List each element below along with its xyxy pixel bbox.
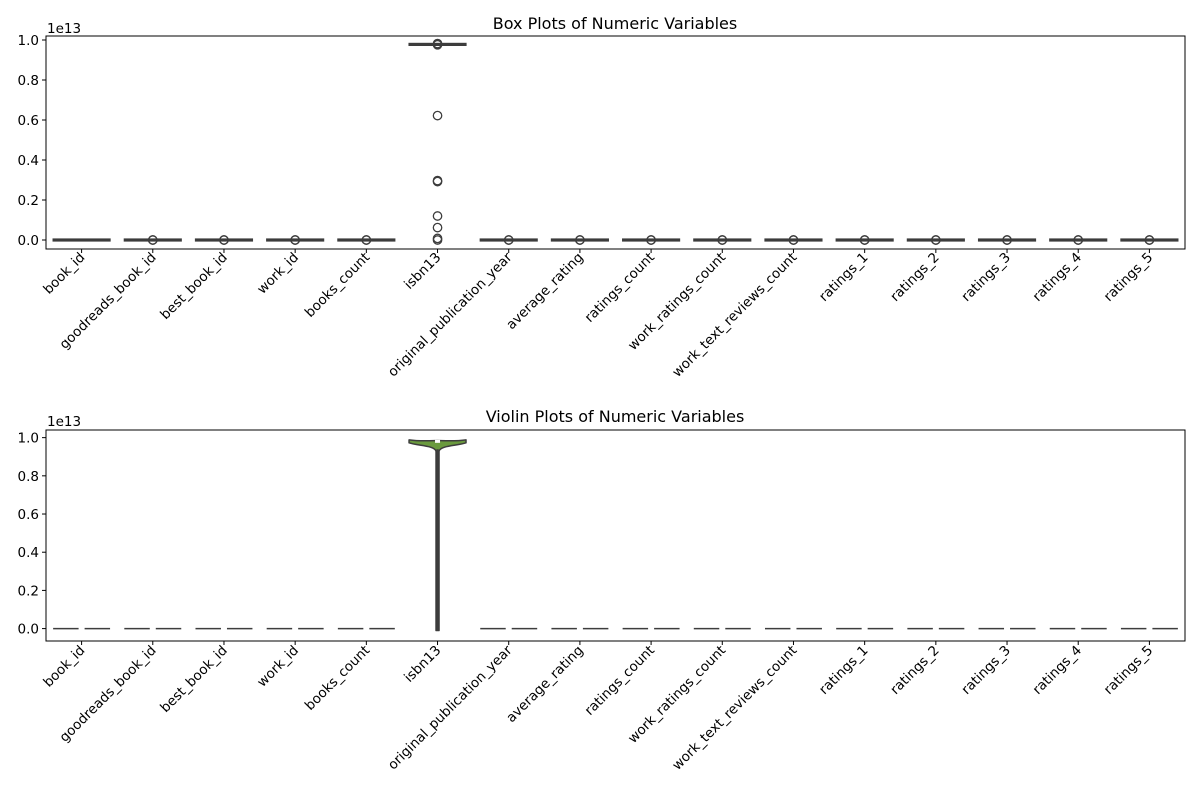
box-outlier-point: [219, 235, 229, 245]
violin-isbn13: [408, 439, 467, 632]
box-outlier-point: [290, 235, 301, 245]
violin-plot-axes-frame: [45, 429, 1186, 642]
box-books-count: [337, 235, 396, 245]
violin-plot-panel: Violin Plots of Numeric Variables 1e13 0…: [18, 407, 1186, 774]
violin-plot-marks: [53, 439, 1178, 632]
box-outlier-point: [575, 235, 585, 245]
box-x-tick-label: ratings_3: [958, 250, 1013, 305]
box-x-tick-label: work_id: [254, 250, 302, 298]
box-ratings-5: [1120, 235, 1179, 245]
violin-x-tick-label: isbn13: [401, 643, 444, 686]
box-plot-panel: Box Plots of Numeric Variables 1e13 0.00…: [18, 14, 1186, 381]
violin-x-tick-label: ratings_5: [1101, 643, 1156, 698]
box-y-tick-label: 0.8: [18, 73, 39, 89]
box-ratings-3: [977, 235, 1037, 245]
box-outlier-point: [930, 235, 941, 245]
violin-x-tick-label: work_id: [254, 643, 302, 691]
violin-plot-y-axis: 0.0 0.2 0.4 0.6 0.8 1.0: [18, 431, 46, 638]
box-isbn13: [408, 38, 467, 245]
violin-x-tick-label: ratings_3: [958, 643, 1013, 698]
box-book-id: [52, 238, 111, 242]
box-outlier-point: [1144, 235, 1155, 245]
violin-y-tick-label: 0.8: [18, 469, 39, 485]
box-plot-y-offset: 1e13: [47, 21, 81, 37]
box-ratings-1: [835, 235, 894, 245]
box-original-publication-year: [479, 235, 538, 245]
box-x-tick-label: average_rating: [503, 250, 586, 333]
violin-y-tick-label: 0.4: [18, 545, 39, 561]
violin-x-tick-label: ratings_1: [816, 643, 871, 698]
box-outlier-point: [432, 39, 443, 50]
violin-y-tick-label: 0.6: [18, 507, 39, 523]
box-x-tick-label: work_text_reviews_count: [669, 250, 800, 381]
box-outlier-point: [432, 211, 443, 221]
box-outlier-point: [147, 235, 158, 245]
box-y-tick-label: 0.4: [18, 153, 39, 169]
violin-x-tick-label: ratings_2: [887, 643, 942, 698]
violin-plot-y-offset: 1e13: [47, 414, 81, 430]
box-average-rating: [550, 235, 609, 245]
box-y-tick-label: 0.2: [18, 193, 39, 209]
box-y-tick-label: 1.0: [18, 33, 39, 49]
box-plot-marks: [52, 38, 1179, 245]
violin-y-tick-label: 0.2: [18, 583, 39, 599]
box-goodreads-book-id: [123, 235, 182, 245]
box-x-tick-label: book_id: [40, 250, 88, 298]
box-outlier-point: [432, 222, 443, 233]
box-x-tick-label: ratings_1: [816, 250, 871, 305]
violin-x-tick-label: average_rating: [503, 643, 586, 726]
violin-x-tick-label: ratings_4: [1030, 643, 1085, 698]
box-outlier-point: [1073, 235, 1084, 245]
box-best-book-id: [194, 235, 254, 245]
box-x-tick-label: best_book_id: [157, 250, 230, 323]
box-plot-axes-frame: [45, 35, 1186, 250]
violin-x-tick-label: original_publication_year: [385, 642, 516, 773]
box-outlier-point: [788, 235, 799, 245]
box-ratings-2: [906, 235, 965, 245]
box-plot-y-axis: 0.0 0.2 0.4 0.6 0.8 1.0: [18, 33, 46, 249]
box-x-tick-label: ratings_2: [887, 250, 942, 305]
box-outlier-point: [1002, 235, 1012, 245]
violin-median-marker: [435, 439, 441, 443]
box-work-ratings-count: [693, 235, 752, 245]
violin-x-tick-label: ratings_count: [582, 643, 658, 719]
violin-y-tick-label: 0.0: [18, 622, 39, 638]
box-work-id: [266, 235, 325, 245]
box-ratings-4: [1049, 235, 1108, 245]
box-ratings-count: [622, 235, 681, 245]
box-x-tick-label: original_publication_year: [385, 249, 516, 380]
box-outlier-point: [432, 176, 443, 187]
box-outlier-point: [503, 235, 514, 245]
box-y-tick-label: 0.6: [18, 113, 39, 129]
box-outlier-point: [859, 235, 870, 245]
box-plot-title: Box Plots of Numeric Variables: [493, 14, 737, 33]
box-x-tick-label: isbn13: [401, 250, 444, 293]
box-outlier-point: [361, 235, 372, 245]
box-x-tick-label: ratings_count: [582, 250, 658, 326]
box-x-tick-label: ratings_4: [1030, 250, 1085, 305]
box-x-tick-label: books_count: [302, 250, 373, 321]
violin-x-tick-label: book_id: [40, 643, 88, 691]
violin-x-tick-label: best_book_id: [157, 643, 230, 716]
box-y-tick-label: 0.0: [18, 233, 39, 249]
box-outlier-point: [432, 235, 443, 245]
violin-y-tick-label: 1.0: [18, 431, 39, 447]
box-x-tick-label: ratings_5: [1101, 250, 1156, 305]
violin-x-tick-label: work_text_reviews_count: [669, 643, 800, 774]
box-outlier-point: [646, 235, 656, 245]
box-work-text-reviews-count: [764, 235, 823, 245]
violin-x-tick-label: books_count: [302, 643, 373, 714]
violin-plot-title: Violin Plots of Numeric Variables: [486, 407, 745, 426]
box-outlier-point: [432, 110, 443, 121]
box-outlier-point: [717, 235, 728, 245]
